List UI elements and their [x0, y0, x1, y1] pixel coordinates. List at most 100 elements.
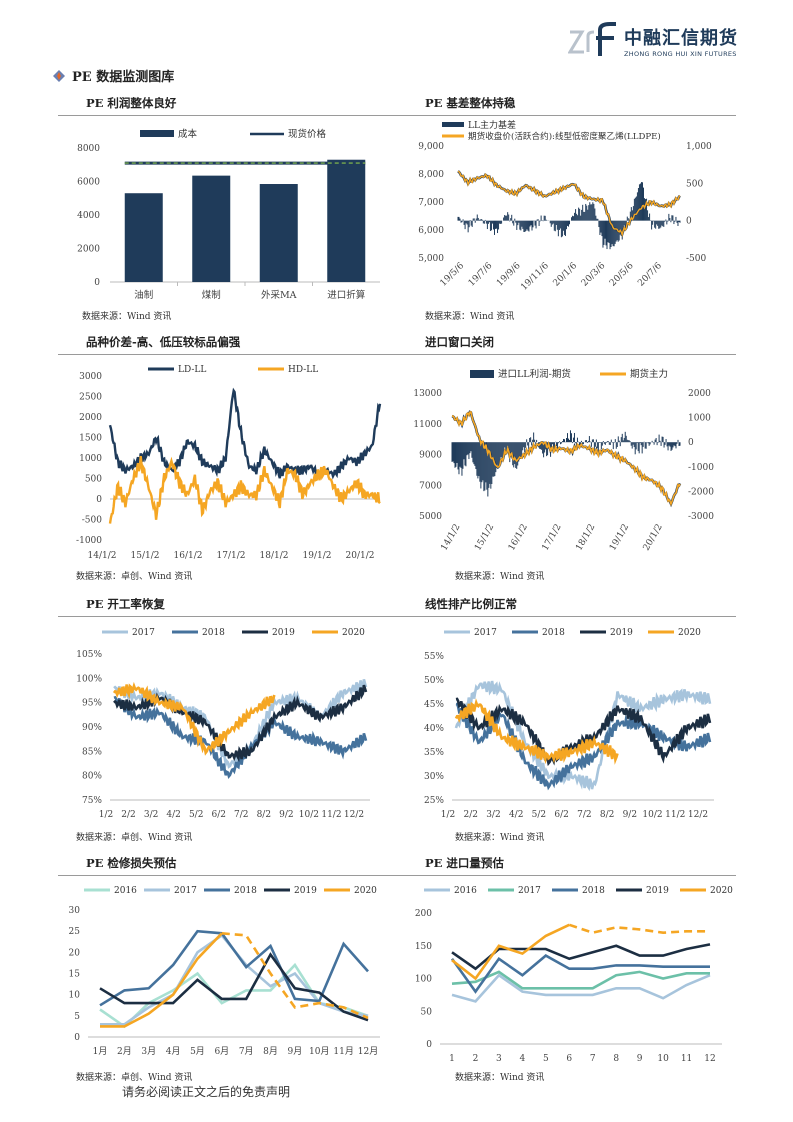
- x-tick-label: 3: [496, 1054, 502, 1064]
- x-tick-label: 2/2: [463, 810, 477, 820]
- x-tick-label: 4/2: [166, 810, 180, 820]
- x-tick-label: 5: [543, 1054, 549, 1064]
- source-note: 数据来源：卓创、Wind 资讯: [76, 1073, 193, 1083]
- bar-cost: [192, 175, 231, 282]
- y-tick-label-left: 5000: [419, 512, 442, 522]
- y-tick-label-left: 11000: [413, 420, 442, 430]
- divider: [58, 875, 736, 876]
- x-tick-label: 16/1/2: [174, 551, 203, 561]
- series-line-2016: [451, 973, 711, 1003]
- x-tick-label: 1/2: [441, 810, 455, 820]
- x-tick-label: 17/1/2: [217, 551, 246, 561]
- y-tick-label: 100%: [76, 674, 102, 684]
- x-tick-label: 18/1/2: [260, 551, 289, 561]
- y-tick-label: 100: [415, 975, 432, 985]
- series-line-2019: [455, 697, 712, 767]
- y-tick-label-right: 2000: [688, 389, 711, 399]
- x-tick-label: 19/7/6: [467, 261, 495, 289]
- legend-swatch-cost: [140, 130, 174, 137]
- x-tick-label: 5/2: [189, 810, 203, 820]
- x-tick-label: 10月: [309, 1046, 329, 1057]
- x-tick-label: 7/2: [234, 810, 248, 820]
- y-tick-label: 30%: [424, 772, 444, 782]
- x-tick-label: 9/2: [279, 810, 293, 820]
- y-tick-label: 4000: [77, 211, 100, 221]
- y-tick-label: 105%: [76, 650, 102, 660]
- y-tick-label-left: 9,000: [418, 142, 444, 152]
- divider: [58, 354, 736, 355]
- x-tick-label: 19/1/2: [303, 551, 332, 561]
- y-tick-label: 35%: [424, 748, 444, 758]
- y-tick-label: 2000: [79, 413, 102, 423]
- y-tick-label: 45%: [424, 700, 444, 710]
- series-line-2018: [450, 954, 710, 994]
- legend-label-2019: 2019: [272, 628, 295, 638]
- x-tick-label: 7/2: [577, 810, 591, 820]
- series-line-futures: [457, 170, 681, 238]
- x-tick-label: 6: [566, 1054, 572, 1064]
- x-tick-label: 2/2: [121, 810, 135, 820]
- y-tick-label-right: -500: [686, 254, 706, 264]
- series-line-2020: [100, 932, 223, 1028]
- y-tick-label: 2000: [77, 245, 100, 255]
- x-tick-label: 20/7/6: [636, 261, 664, 289]
- divider: [58, 616, 736, 617]
- x-tick-label: 11/2: [665, 810, 685, 820]
- legend-label-2017: 2017: [174, 886, 197, 896]
- legend-label-spot: 现货价格: [288, 128, 327, 140]
- y-tick-label-right: -3000: [688, 512, 714, 522]
- x-tick-label: 8/2: [600, 810, 614, 820]
- y-tick-label-right: 1000: [688, 414, 711, 424]
- y-tick-label: 90%: [82, 723, 102, 733]
- x-tick-label: 1/2: [99, 810, 113, 820]
- y-tick-label: 25%: [424, 796, 444, 806]
- series-line-2018: [455, 702, 712, 791]
- x-tick-label: 11月: [333, 1046, 353, 1057]
- y-tick-label-left: 7000: [419, 481, 442, 491]
- y-tick-label: 5: [74, 1012, 80, 1022]
- x-tick-label: 18/1/2: [574, 523, 597, 553]
- x-tick-label: 4: [519, 1054, 525, 1064]
- series-line-1: [108, 455, 381, 524]
- x-tick-label: 油制: [134, 289, 153, 301]
- y-tick-label: 75%: [82, 796, 102, 806]
- x-tick-label: 19/11/6: [519, 261, 551, 293]
- maintenance-loss-chart: 0 5 10 15 20 25 30 2016 2017 2018 2019 2020 1月 2月 3月 4月…: [69, 886, 380, 1057]
- company-logo: 中融汇信期货 ZHONG RONG HUI XIN FUTURES: [568, 22, 778, 64]
- operating-rate-chart: 75% 80% 85% 90% 95% 100% 105% 2017 2018 2019 2020 1…: [76, 628, 370, 820]
- legend-label-0: LD-LL: [178, 365, 206, 375]
- legend-label-cost: 成本: [178, 128, 198, 140]
- panel-title-import-volume: PE 进口量预估: [425, 856, 504, 870]
- panel-title-basis: PE 基差整体持稳: [425, 96, 516, 110]
- x-tick-label: 12/2: [688, 810, 708, 820]
- panel-title-import-window: 进口窗口关闭: [425, 335, 494, 349]
- source-note: 数据来源：Wind 资讯: [425, 312, 515, 322]
- x-tick-label: 8: [613, 1054, 619, 1064]
- x-tick-label: 19/5/6: [439, 261, 467, 289]
- y-tick-label: 50%: [424, 676, 444, 686]
- source-note: 数据来源：Wind 资讯: [455, 572, 545, 582]
- legend-label-2020: 2020: [342, 628, 365, 638]
- x-tick-label: 16/1/2: [507, 523, 530, 553]
- series-line-2020: [454, 698, 619, 765]
- x-tick-label: 10/2: [642, 810, 662, 820]
- x-tick-label: 10/2: [299, 810, 319, 820]
- y-tick-label: 55%: [424, 652, 444, 662]
- y-tick-label: 150: [415, 942, 432, 952]
- x-tick-label: 19/1/2: [608, 523, 631, 553]
- legend-label-2017: 2017: [474, 628, 497, 638]
- x-tick-label: 3/2: [144, 810, 158, 820]
- source-note: 数据来源：卓创、Wind 资讯: [76, 833, 193, 843]
- y-tick-label-left: 9000: [419, 451, 442, 461]
- source-note: 数据来源：Wind 资讯: [455, 833, 545, 843]
- y-tick-label: 3000: [79, 372, 102, 382]
- x-tick-label: 20/1/6: [552, 261, 580, 289]
- y-tick-label: 30: [69, 906, 81, 916]
- x-tick-label: 8/2: [257, 810, 271, 820]
- y-tick-label: 6000: [77, 178, 100, 188]
- y-tick-label: 25: [69, 927, 81, 937]
- y-tick-label-right: 0: [686, 217, 692, 227]
- series-line-2018: [99, 929, 369, 1007]
- x-tick-label: 12: [704, 1054, 715, 1064]
